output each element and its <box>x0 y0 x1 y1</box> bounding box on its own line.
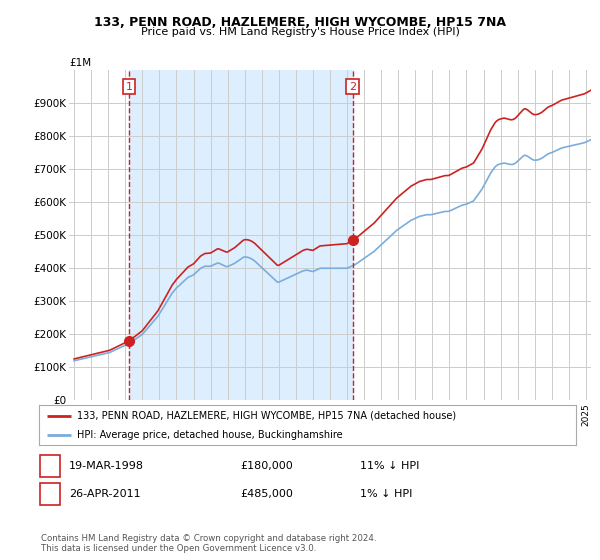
Text: 1: 1 <box>125 82 133 91</box>
Text: £180,000: £180,000 <box>240 461 293 471</box>
Text: 1: 1 <box>46 461 53 471</box>
Text: £1M: £1M <box>69 58 91 68</box>
Text: 1% ↓ HPI: 1% ↓ HPI <box>360 489 412 499</box>
Text: Contains HM Land Registry data © Crown copyright and database right 2024.
This d: Contains HM Land Registry data © Crown c… <box>41 534 376 553</box>
Text: 133, PENN ROAD, HAZLEMERE, HIGH WYCOMBE, HP15 7NA (detached house): 133, PENN ROAD, HAZLEMERE, HIGH WYCOMBE,… <box>77 411 456 421</box>
Text: 26-APR-2011: 26-APR-2011 <box>69 489 140 499</box>
Bar <box>129 70 353 400</box>
Text: 2: 2 <box>349 82 356 91</box>
Text: Price paid vs. HM Land Registry's House Price Index (HPI): Price paid vs. HM Land Registry's House … <box>140 27 460 38</box>
Text: 11% ↓ HPI: 11% ↓ HPI <box>360 461 419 471</box>
Text: 133, PENN ROAD, HAZLEMERE, HIGH WYCOMBE, HP15 7NA: 133, PENN ROAD, HAZLEMERE, HIGH WYCOMBE,… <box>94 16 506 29</box>
Text: £485,000: £485,000 <box>240 489 293 499</box>
Text: HPI: Average price, detached house, Buckinghamshire: HPI: Average price, detached house, Buck… <box>77 430 342 440</box>
Text: 2: 2 <box>46 489 53 499</box>
Text: 19-MAR-1998: 19-MAR-1998 <box>69 461 144 471</box>
